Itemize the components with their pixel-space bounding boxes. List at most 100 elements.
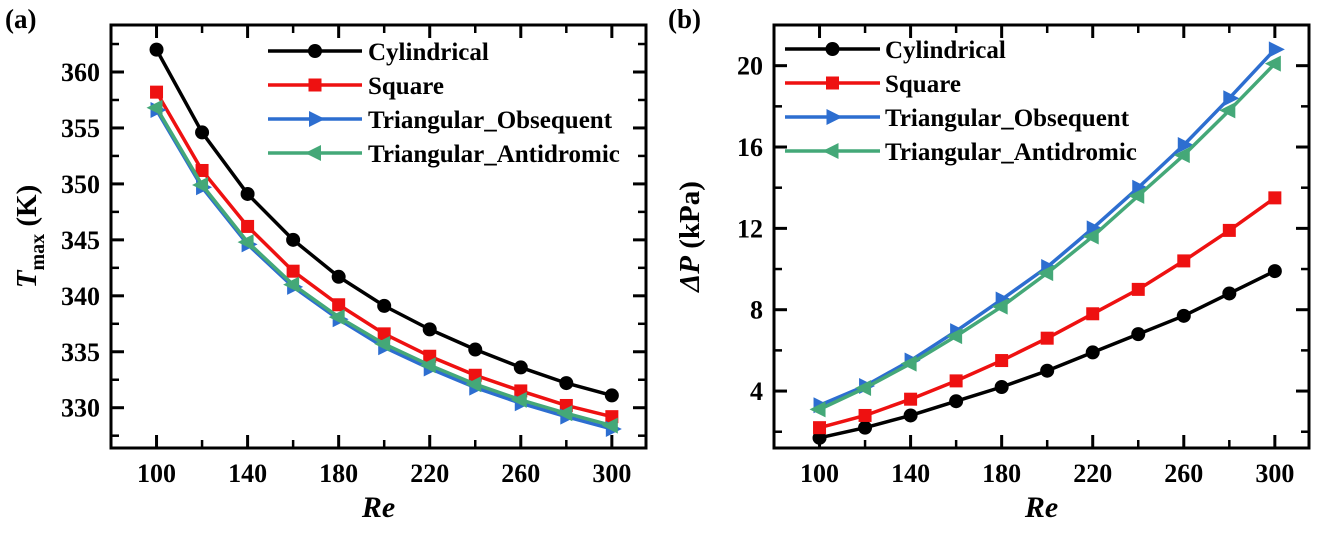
y-tick-label: 340 <box>61 282 100 311</box>
triangle-left-marker <box>374 335 391 352</box>
triangle-right-marker <box>1268 41 1285 58</box>
legend-label: Square <box>885 71 961 98</box>
triangle-left-marker <box>1128 187 1145 204</box>
circle-marker <box>1040 363 1055 378</box>
square-marker <box>1040 331 1054 345</box>
y-tick-label: 355 <box>61 114 100 143</box>
triangle-left-marker <box>283 276 300 293</box>
square-marker <box>1268 191 1282 205</box>
triangle-right-marker <box>1177 136 1194 153</box>
circle-marker <box>1085 345 1100 360</box>
legend-label: Square <box>368 73 444 100</box>
y-tick-label: 335 <box>61 338 100 367</box>
square-marker <box>286 264 300 278</box>
y-tick-label: 345 <box>61 226 100 255</box>
square-marker <box>241 219 255 233</box>
legend-label: Cylindrical <box>368 39 489 66</box>
axis-frame <box>109 23 648 450</box>
circle-marker <box>812 430 827 445</box>
chart-b-deltap-vs-re: 100 140 180 220 260 300 4 8 12 16 20 Cylindrical Squ… <box>674 23 1311 524</box>
triangle-left-marker <box>601 417 618 434</box>
square-marker <box>1131 282 1145 296</box>
x-tick-label: 180 <box>319 459 358 488</box>
x-tick-label: 100 <box>137 459 176 488</box>
series-triangular_antidromic <box>146 99 618 434</box>
triangle-right-marker <box>1132 179 1149 196</box>
square-marker <box>858 408 872 422</box>
triangle-left-marker <box>1264 55 1281 72</box>
triangle-right-marker <box>826 109 843 125</box>
series-line <box>817 196 1277 430</box>
triangle-left-marker <box>192 177 209 194</box>
y-tick-label: 20 <box>737 52 763 81</box>
y-tick-label: 350 <box>61 170 100 199</box>
triangle-right-marker <box>309 111 325 127</box>
legend-label: Triangular_Obsequent <box>885 105 1130 132</box>
circle-marker <box>604 388 619 403</box>
series-line <box>817 47 1277 408</box>
x-tick-label: 300 <box>1255 459 1294 488</box>
triangle-right-marker <box>1086 220 1103 237</box>
x-tick-label: 260 <box>501 459 540 488</box>
legend-label: Triangular_Obsequent <box>368 107 613 134</box>
triangle-left-marker <box>946 328 963 345</box>
x-tick-label: 260 <box>1164 459 1203 488</box>
square-marker <box>1222 223 1236 237</box>
square-marker <box>150 85 164 99</box>
triangle-left-marker <box>1219 102 1236 119</box>
circle-marker <box>331 269 346 284</box>
square-marker <box>995 354 1009 368</box>
square-marker <box>826 76 839 90</box>
triangle-left-marker <box>1082 228 1099 245</box>
circle-marker <box>825 42 840 56</box>
legend-label: Triangular_Antidromic <box>368 141 620 168</box>
circle-marker <box>149 42 164 57</box>
series-square <box>150 85 619 424</box>
y-tick-label: 12 <box>737 214 763 243</box>
series-triangular_antidromic <box>809 55 1281 418</box>
panel-a-label: (a) <box>5 4 37 34</box>
series-line <box>817 269 1277 440</box>
triangle-left-marker <box>328 309 345 326</box>
circle-marker <box>422 322 437 337</box>
y-tick-label: 8 <box>750 296 763 325</box>
triangle-right-marker <box>1223 90 1240 107</box>
x-axis-title: Re <box>361 491 395 524</box>
circle-marker <box>949 394 964 409</box>
panel-b-label: (b) <box>668 4 701 34</box>
circle-marker <box>559 376 574 391</box>
triangle-left-marker <box>305 145 321 161</box>
y-tick-label: 330 <box>61 394 100 423</box>
series-square <box>813 191 1282 435</box>
y-axis-title: Tmax (K) <box>11 185 49 289</box>
x-tick-label: 140 <box>891 459 930 488</box>
triangle-left-marker <box>809 401 826 418</box>
triangle-left-marker <box>855 380 872 397</box>
circle-marker <box>513 360 528 375</box>
y-tick-label: 4 <box>750 377 763 406</box>
square-marker <box>1177 254 1191 268</box>
series-cylindrical <box>149 42 619 403</box>
y-axis-title: ΔP (kPa) <box>674 181 706 293</box>
panel-b: (b) 100 140 180 220 260 300 4 8 12 16 20 Cylindrica… <box>663 0 1326 538</box>
circle-marker <box>1267 264 1282 279</box>
square-marker <box>949 374 963 388</box>
triangle-left-marker <box>822 143 839 159</box>
triangle-left-marker <box>465 376 482 393</box>
triangle-left-marker <box>237 234 254 251</box>
legend: Cylindrical Square Triangular_Obsequent Tri… <box>268 39 620 168</box>
circle-marker <box>994 379 1009 394</box>
y-axis: 4 8 12 16 20 <box>737 52 1308 433</box>
legend-label: Triangular_Antidromic <box>885 139 1137 166</box>
chart-a-tmax-vs-re: 100 140 180 220 260 300 330 335 340 345 350 355 360 C… <box>11 23 648 524</box>
legend-label: Cylindrical <box>885 37 1006 64</box>
x-tick-label: 180 <box>982 459 1021 488</box>
x-axis: 100 140 180 220 260 300 <box>800 26 1294 488</box>
y-axis: 330 335 340 345 350 355 360 <box>61 42 645 437</box>
legend: Cylindrical Square Triangular_Obsequent Tri… <box>785 37 1137 166</box>
circle-marker <box>858 420 873 435</box>
square-marker <box>1086 307 1100 321</box>
square-marker <box>813 421 827 435</box>
triangle-left-marker <box>900 355 917 372</box>
